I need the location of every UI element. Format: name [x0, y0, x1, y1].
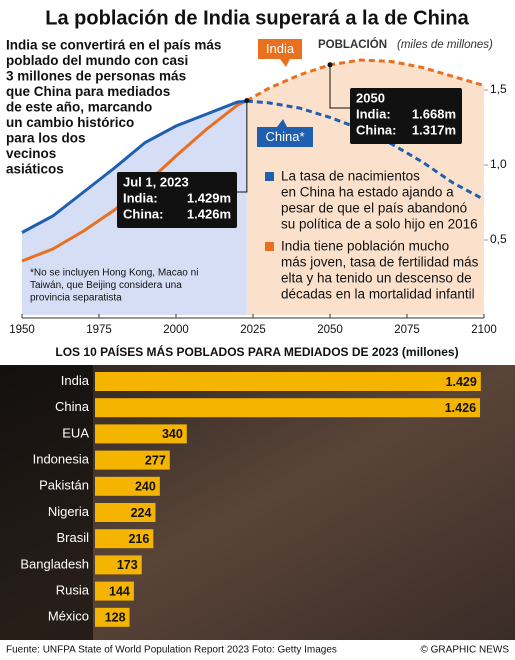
note-line: elta y ha tenido un descenso de — [281, 271, 472, 286]
intro-line: asiáticos — [6, 162, 64, 177]
category-label: Indonesia — [33, 452, 90, 467]
value-label: 216 — [128, 532, 149, 546]
note-line: en China ha estado ajando a — [281, 185, 454, 200]
value-label: 128 — [105, 611, 126, 625]
note-line: La tasa de nacimientos — [281, 169, 420, 184]
x-tick-label: 2025 — [240, 324, 266, 336]
note-line: su política de a solo hijo en 2016 — [281, 217, 478, 232]
annotation-title: Jul 1, 2023 — [123, 174, 189, 189]
value-label: 240 — [135, 480, 156, 494]
series-tag-pointer — [277, 119, 287, 127]
note-line: décadas en la mortalidad infantil — [281, 287, 475, 302]
y-tick-label: 1,5 — [490, 82, 507, 96]
annotation-label: India: — [123, 190, 158, 205]
annotation-label: China: — [356, 122, 396, 137]
y-axis-unit: (miles de millones) — [397, 39, 493, 51]
x-tick-label: 2100 — [471, 324, 497, 336]
connector — [329, 64, 350, 109]
annotation-label: India: — [356, 106, 391, 121]
annotation-value: 1.668m — [412, 106, 456, 121]
x-tick-label: 2075 — [394, 324, 420, 336]
value-label: 173 — [117, 558, 138, 572]
intro-line: vecinos — [6, 146, 56, 161]
series-name: India — [266, 41, 295, 56]
bar — [95, 581, 134, 601]
y-axis-label: POBLACIÓN — [318, 38, 387, 51]
intro-line: que China para mediados — [6, 84, 170, 99]
bar — [95, 476, 160, 496]
annotation-value: 1.317m — [412, 122, 456, 137]
category-label: EUA — [62, 425, 89, 440]
bar — [95, 607, 130, 627]
bar — [95, 424, 187, 444]
x-tick-label: 2000 — [163, 324, 189, 336]
annotation-value: 1.426m — [187, 206, 231, 221]
category-label: Brasil — [56, 530, 89, 545]
series-tag-pointer — [280, 59, 290, 67]
series-tag-box — [258, 39, 302, 59]
bar-chart: LOS 10 PAÍSES MÁS POBLADOS PARA MEDIADOS… — [20, 344, 481, 627]
value-label: 224 — [131, 506, 152, 520]
category-label: China — [55, 399, 90, 414]
intro-line: un cambio histórico — [6, 115, 134, 130]
category-label: Bangladesh — [20, 556, 89, 571]
intro-line: de este año, marcando — [6, 100, 152, 115]
annotation-value: 1.429m — [187, 190, 231, 205]
annotation-title: 2050 — [356, 90, 385, 105]
annotation-box — [350, 88, 462, 144]
annotation-point — [327, 62, 333, 68]
category-label: Pakistán — [39, 478, 89, 493]
x-tick-label: 2050 — [317, 324, 343, 336]
series-name: China* — [265, 129, 304, 144]
intro-line: India se convertirá en el país más — [6, 38, 221, 53]
y-tick-label: 0,5 — [490, 232, 507, 246]
y-tick-label: 1,0 — [490, 157, 507, 171]
annotation-label: China: — [123, 206, 163, 221]
bar — [95, 450, 170, 470]
page-title: La población de India superará a la de C… — [45, 7, 469, 29]
bar — [95, 503, 156, 522]
value-label: 1.426 — [445, 401, 476, 415]
note-line: pesar de que el país abandonó — [281, 201, 467, 216]
source: Fuente: UNFPA State of World Population … — [6, 645, 337, 656]
line-chart: 1950 1975 2000 2025 2050 2075 2100 0,5 1,0 1,5 POB… — [9, 38, 507, 336]
annotation-point — [244, 98, 250, 104]
series-line — [21, 99, 247, 234]
intro-line: poblado del mundo con casi — [6, 53, 188, 68]
series-line — [246, 99, 485, 201]
bar — [95, 398, 481, 418]
intro-line: 3 millones de personas más — [6, 69, 186, 84]
note-line: más joven, tasa de fertilidad más — [281, 255, 479, 270]
value-label: 144 — [109, 584, 130, 598]
category-label: India — [61, 373, 90, 388]
footnote-line: Taiwán, que Beijing considera una — [30, 280, 182, 291]
connector — [237, 100, 248, 193]
footnote-line: provincia separatista — [30, 293, 122, 304]
category-label: Nigeria — [48, 504, 90, 519]
x-tick-label: 1950 — [9, 324, 35, 336]
category-label: México — [48, 609, 89, 624]
bar — [95, 372, 481, 391]
intro-line: para los dos — [6, 131, 86, 146]
series-line — [246, 58, 485, 102]
credit: © GRAPHIC NEWS — [421, 645, 510, 656]
series-tag-box — [257, 127, 313, 147]
value-label: 340 — [162, 427, 183, 441]
footnote-line: *No se incluyen Hong Kong, Macao ni — [30, 268, 198, 279]
note-line: India tiene población mucho — [281, 239, 449, 254]
annotation-box — [117, 172, 237, 228]
note-bullet — [265, 242, 274, 251]
category-label: Rusia — [56, 583, 90, 598]
value-label: 277 — [145, 453, 166, 467]
value-label: 1.429 — [446, 375, 477, 389]
chart-title: LOS 10 PAÍSES MÁS POBLADOS PARA MEDIADOS… — [55, 344, 458, 359]
note-bullet — [265, 172, 274, 181]
label-panel — [0, 365, 93, 640]
x-tick-label: 1975 — [86, 324, 112, 336]
bar — [95, 555, 142, 575]
bar — [95, 529, 154, 549]
